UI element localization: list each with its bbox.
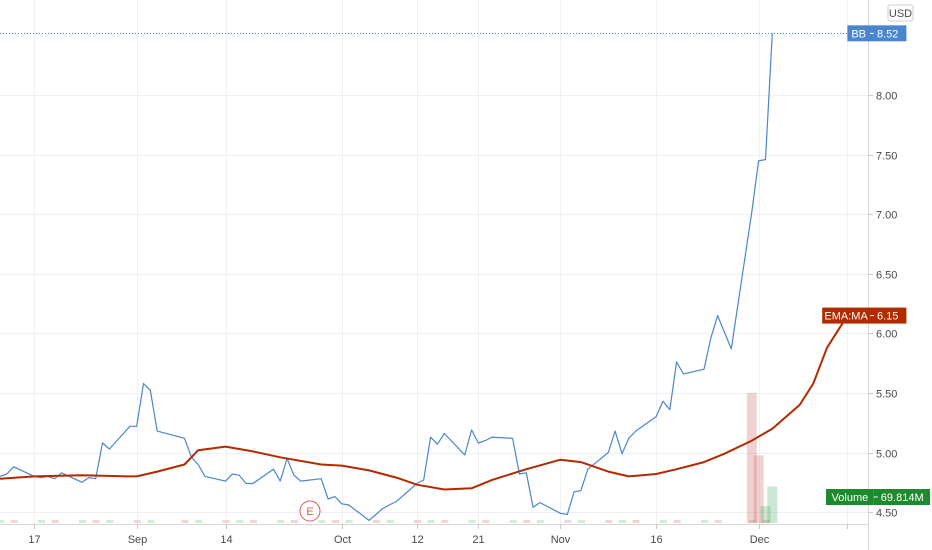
volume-bar-minor [700, 520, 708, 523]
volume-bar-minor [345, 520, 353, 523]
volume-bar-minor [632, 520, 640, 523]
volume-bar-minor [413, 520, 421, 523]
volume-bar-minor [618, 520, 626, 523]
volume-bar-minor [106, 520, 114, 523]
price-flag-emama: EMA:MA 6.15 [822, 307, 907, 324]
price-tick-label: 6.00 [876, 329, 897, 341]
volume-bar-minor [38, 520, 46, 523]
ema-line [0, 315, 849, 491]
volume-bar-minor [509, 520, 517, 523]
price-flag-value: 8.52 [877, 28, 898, 40]
volume-bar-minor [236, 520, 244, 523]
volume-bar-minor [331, 520, 339, 523]
earnings-event-icon[interactable] [299, 500, 321, 522]
price-line-bb [0, 33, 773, 521]
volume-bar-minor [79, 520, 87, 523]
price-flags: BB 8.52 EMA:MA 6.15 Volume 69.814M [822, 25, 930, 505]
volume-bar-minor [605, 520, 613, 523]
price-tick-label: 6.50 [876, 270, 897, 282]
price-tick-label: 5.50 [876, 389, 897, 401]
volume-bar-minor [10, 520, 18, 523]
time-tick-label: Nov [551, 534, 571, 546]
volume-bar-minor [92, 520, 100, 523]
price-tick-label: 7.50 [876, 151, 897, 163]
volume-bar [767, 486, 778, 523]
currency-badge[interactable]: USD [887, 4, 914, 22]
time-tick-label: 21 [472, 534, 484, 546]
time-tick-label: Dec [750, 534, 770, 546]
price-flag-value-box [873, 489, 930, 505]
volume-bar-minor [0, 520, 4, 523]
volume-bar-minor [51, 520, 59, 523]
price-flag-bb: BB 8.52 [847, 25, 907, 42]
price-flag-label-box [847, 25, 870, 42]
volume-bar-minor [386, 520, 394, 523]
volume-bar-minor [468, 520, 476, 523]
price-flag-value: 69.814M [881, 492, 924, 504]
volume-bar-minor [441, 520, 449, 523]
event-marker-label: E [306, 506, 313, 518]
volume-bar-minor [536, 520, 544, 523]
volume-bar-minor [714, 520, 722, 523]
volume-bar-minor [564, 520, 572, 523]
price-flag-label: Volume [832, 492, 869, 504]
volume-bar-minor [195, 520, 203, 523]
volume-bar-minor [577, 520, 585, 523]
volume-bars [0, 393, 778, 523]
volume-bar-minor [659, 520, 667, 523]
volume-bar-minor [290, 520, 298, 523]
series-lines [0, 33, 849, 521]
volume-bar-minor [147, 520, 155, 523]
currency-badge-box [887, 4, 914, 22]
time-tick-label: 14 [220, 534, 232, 546]
price-flag-label-box [822, 307, 870, 324]
volume-bar-minor [133, 520, 141, 523]
volume-bar-minor [372, 520, 380, 523]
time-tick-label: 16 [650, 534, 662, 546]
event-marker[interactable]: E [299, 500, 321, 522]
price-tick-label: 8.00 [876, 91, 897, 103]
volume-bar-minor [748, 520, 756, 523]
volume-bar-minor [181, 520, 189, 523]
time-tick-label: 17 [28, 534, 40, 546]
price-tick-label: 7.00 [876, 210, 897, 222]
volume-bar-minor [277, 520, 285, 523]
volume-bar-minor [673, 520, 681, 523]
volume-bar [746, 393, 757, 523]
volume-bar-minor [427, 520, 435, 523]
price-flag-value: 6.15 [877, 311, 898, 323]
price-axis[interactable]: 8.00 7.50 7.00 6.50 6.00 5.50 5.00 4.50 [868, 91, 897, 520]
volume-bar-minor [222, 520, 230, 523]
price-flag-value-box [870, 307, 907, 324]
volume-bar-minor [762, 520, 770, 523]
time-tick-label: Sep [128, 534, 148, 546]
price-tick-label: 4.50 [876, 508, 897, 520]
price-flag-label: EMA:MA [824, 311, 868, 323]
currency-label: USD [889, 8, 912, 20]
volume-bar [760, 506, 771, 523]
volume-bar-minor [482, 520, 490, 523]
price-flag-label-box [826, 489, 874, 505]
volume-bar-minor [523, 520, 531, 523]
price-flag-volume: Volume 69.814M [826, 489, 930, 505]
grid-lines [0, 0, 868, 524]
volume-bar [753, 455, 764, 523]
price-flag-label: BB [851, 28, 866, 40]
volume-bar-minor [249, 520, 257, 523]
time-tick-label: 12 [411, 534, 423, 546]
price-flag-value-box [870, 25, 907, 42]
price-tick-label: 5.00 [876, 449, 897, 461]
time-axis[interactable]: 17 Sep 14 Oct 12 21 Nov 16 Dec [28, 524, 848, 546]
volume-bar-minor [318, 520, 326, 523]
time-tick-label: Oct [334, 534, 351, 546]
